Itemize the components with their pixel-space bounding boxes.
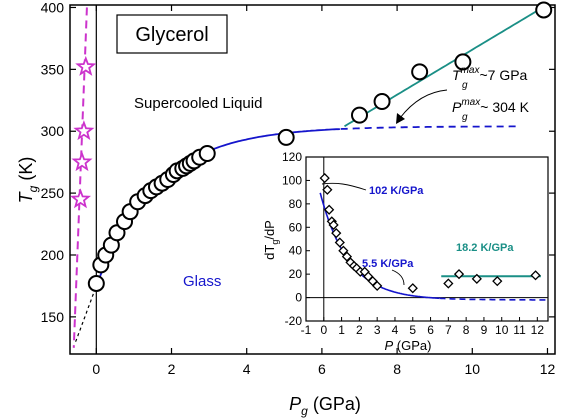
- inset-annotation-5-5: 5.5 K/GPa: [362, 258, 414, 270]
- inset-x-tick-label: 3: [374, 323, 381, 337]
- x-tick-label: 6: [318, 361, 326, 377]
- fit-curve-dashed: [340, 125, 518, 130]
- x-tick-label: 8: [393, 361, 401, 377]
- inset-background: [306, 157, 548, 321]
- inset-x-tick-label: 10: [495, 323, 509, 337]
- x-tick-label: 12: [540, 361, 556, 377]
- x-tick-label: 0: [92, 361, 100, 377]
- chart-title: Glycerol: [135, 24, 208, 46]
- y-tick-label: 250: [41, 185, 65, 201]
- star-data-point: [75, 55, 97, 76]
- inset-diamond-point: [319, 172, 330, 184]
- star-data-point: [71, 151, 93, 172]
- tg-data-point: [373, 93, 391, 111]
- inset-frame: [305, 156, 549, 322]
- inset-markers: [319, 172, 541, 294]
- y-tick-label: 150: [41, 309, 65, 325]
- y-tick-label: 300: [41, 123, 65, 139]
- inset-y-tick-label: 40: [289, 244, 303, 258]
- main-plot-frame: [69, 4, 556, 355]
- inset-diamond-point: [328, 219, 339, 231]
- pg-max-arrowhead: [396, 113, 405, 124]
- x-axis-label: Pg (GPa): [289, 394, 361, 418]
- inset-x-tick-label: 12: [531, 323, 545, 337]
- inset-diamond-point: [443, 278, 454, 289]
- annotation-pg-max-sub: g: [462, 112, 468, 123]
- inset-x-tick-label: 11: [513, 323, 526, 337]
- tg-data-point: [535, 1, 553, 19]
- inset-y-tick-label: 0: [295, 291, 302, 305]
- inset-y-tick-label: -20: [285, 314, 303, 328]
- annotation-tg-max: Tmax~7 GPa: [452, 65, 528, 83]
- title-box: [116, 14, 228, 54]
- tg-data-point: [198, 145, 216, 163]
- tg-data-point: [277, 128, 295, 146]
- star-data-point: [69, 188, 92, 209]
- tg-data-point: [411, 63, 429, 81]
- inset-x-tick-label: 0: [320, 323, 327, 337]
- inset-x-tick-label: 7: [445, 323, 452, 337]
- inset-x-tick-label: 9: [481, 323, 488, 337]
- inset-y-tick-label: 120: [282, 150, 302, 164]
- inset-diamond-point: [331, 228, 342, 239]
- inset-diamond-point: [322, 184, 333, 195]
- inset-leader-102: [321, 182, 367, 191]
- annotation-tg-max-sub: g: [462, 80, 468, 91]
- inset-annotation-102: 102 K/GPa: [369, 185, 424, 197]
- main-markers: [69, 1, 553, 292]
- inset-diamond-point: [530, 270, 541, 281]
- inset-x-tick-label: 8: [463, 323, 470, 337]
- inset-diamond-point: [492, 276, 503, 287]
- y-tick-label: 350: [41, 61, 65, 77]
- x-tick-label: 4: [243, 361, 251, 377]
- tg-data-point: [454, 53, 472, 71]
- inset-diamond-point: [453, 269, 465, 280]
- inset-y-axis-label: dTg/dP: [262, 220, 280, 260]
- inset-leader-5-5: [391, 269, 405, 286]
- inset-diamond-point: [407, 283, 418, 294]
- inset-x-tick-label: 2: [356, 323, 363, 337]
- annotation-glass: Glass: [183, 273, 221, 290]
- inset-y-tick-label: 80: [289, 197, 303, 211]
- inset-x-tick-label: 6: [427, 323, 434, 337]
- inset-y-tick-label: 100: [282, 173, 302, 187]
- inset-x-tick-label: 5: [409, 323, 416, 337]
- y-tick-label: 200: [41, 247, 65, 263]
- inset-x-tick-label: 4: [392, 323, 399, 337]
- inset-diamond-point: [324, 204, 335, 215]
- inset-diamond-point: [372, 280, 383, 291]
- tg-data-point: [87, 274, 105, 292]
- y-tick-label: 400: [41, 0, 65, 15]
- inset-diamond-point: [341, 251, 353, 262]
- inset-diamond-point: [338, 245, 349, 256]
- y-axis-label: Tg (K): [16, 157, 40, 204]
- pg-max-arrow: [399, 89, 448, 119]
- x-tick-label: 10: [464, 361, 480, 377]
- inset-y-tick-label: 60: [289, 220, 303, 234]
- inset-x-tick-label: -1: [301, 323, 312, 337]
- inset-derivative-dashed: [439, 297, 548, 301]
- annotation-supercooled-liquid: Supercooled Liquid: [134, 95, 262, 112]
- tg-data-point: [350, 106, 368, 124]
- inset-y-tick-label: 20: [289, 267, 303, 281]
- inset-diamond-point: [471, 273, 482, 284]
- fit-extension-dashed: [75, 286, 97, 342]
- inset-x-axis-label: P (GPa): [385, 338, 432, 353]
- x-tick-label: 2: [168, 361, 176, 377]
- star-data-point: [73, 120, 95, 141]
- inset-diamond-point: [334, 237, 345, 248]
- inset-annotation-18-2: 18.2 K/GPa: [456, 242, 514, 254]
- inset-x-tick-label: 1: [338, 323, 345, 337]
- annotation-pg-max: Pmax~ 304 K: [452, 97, 530, 115]
